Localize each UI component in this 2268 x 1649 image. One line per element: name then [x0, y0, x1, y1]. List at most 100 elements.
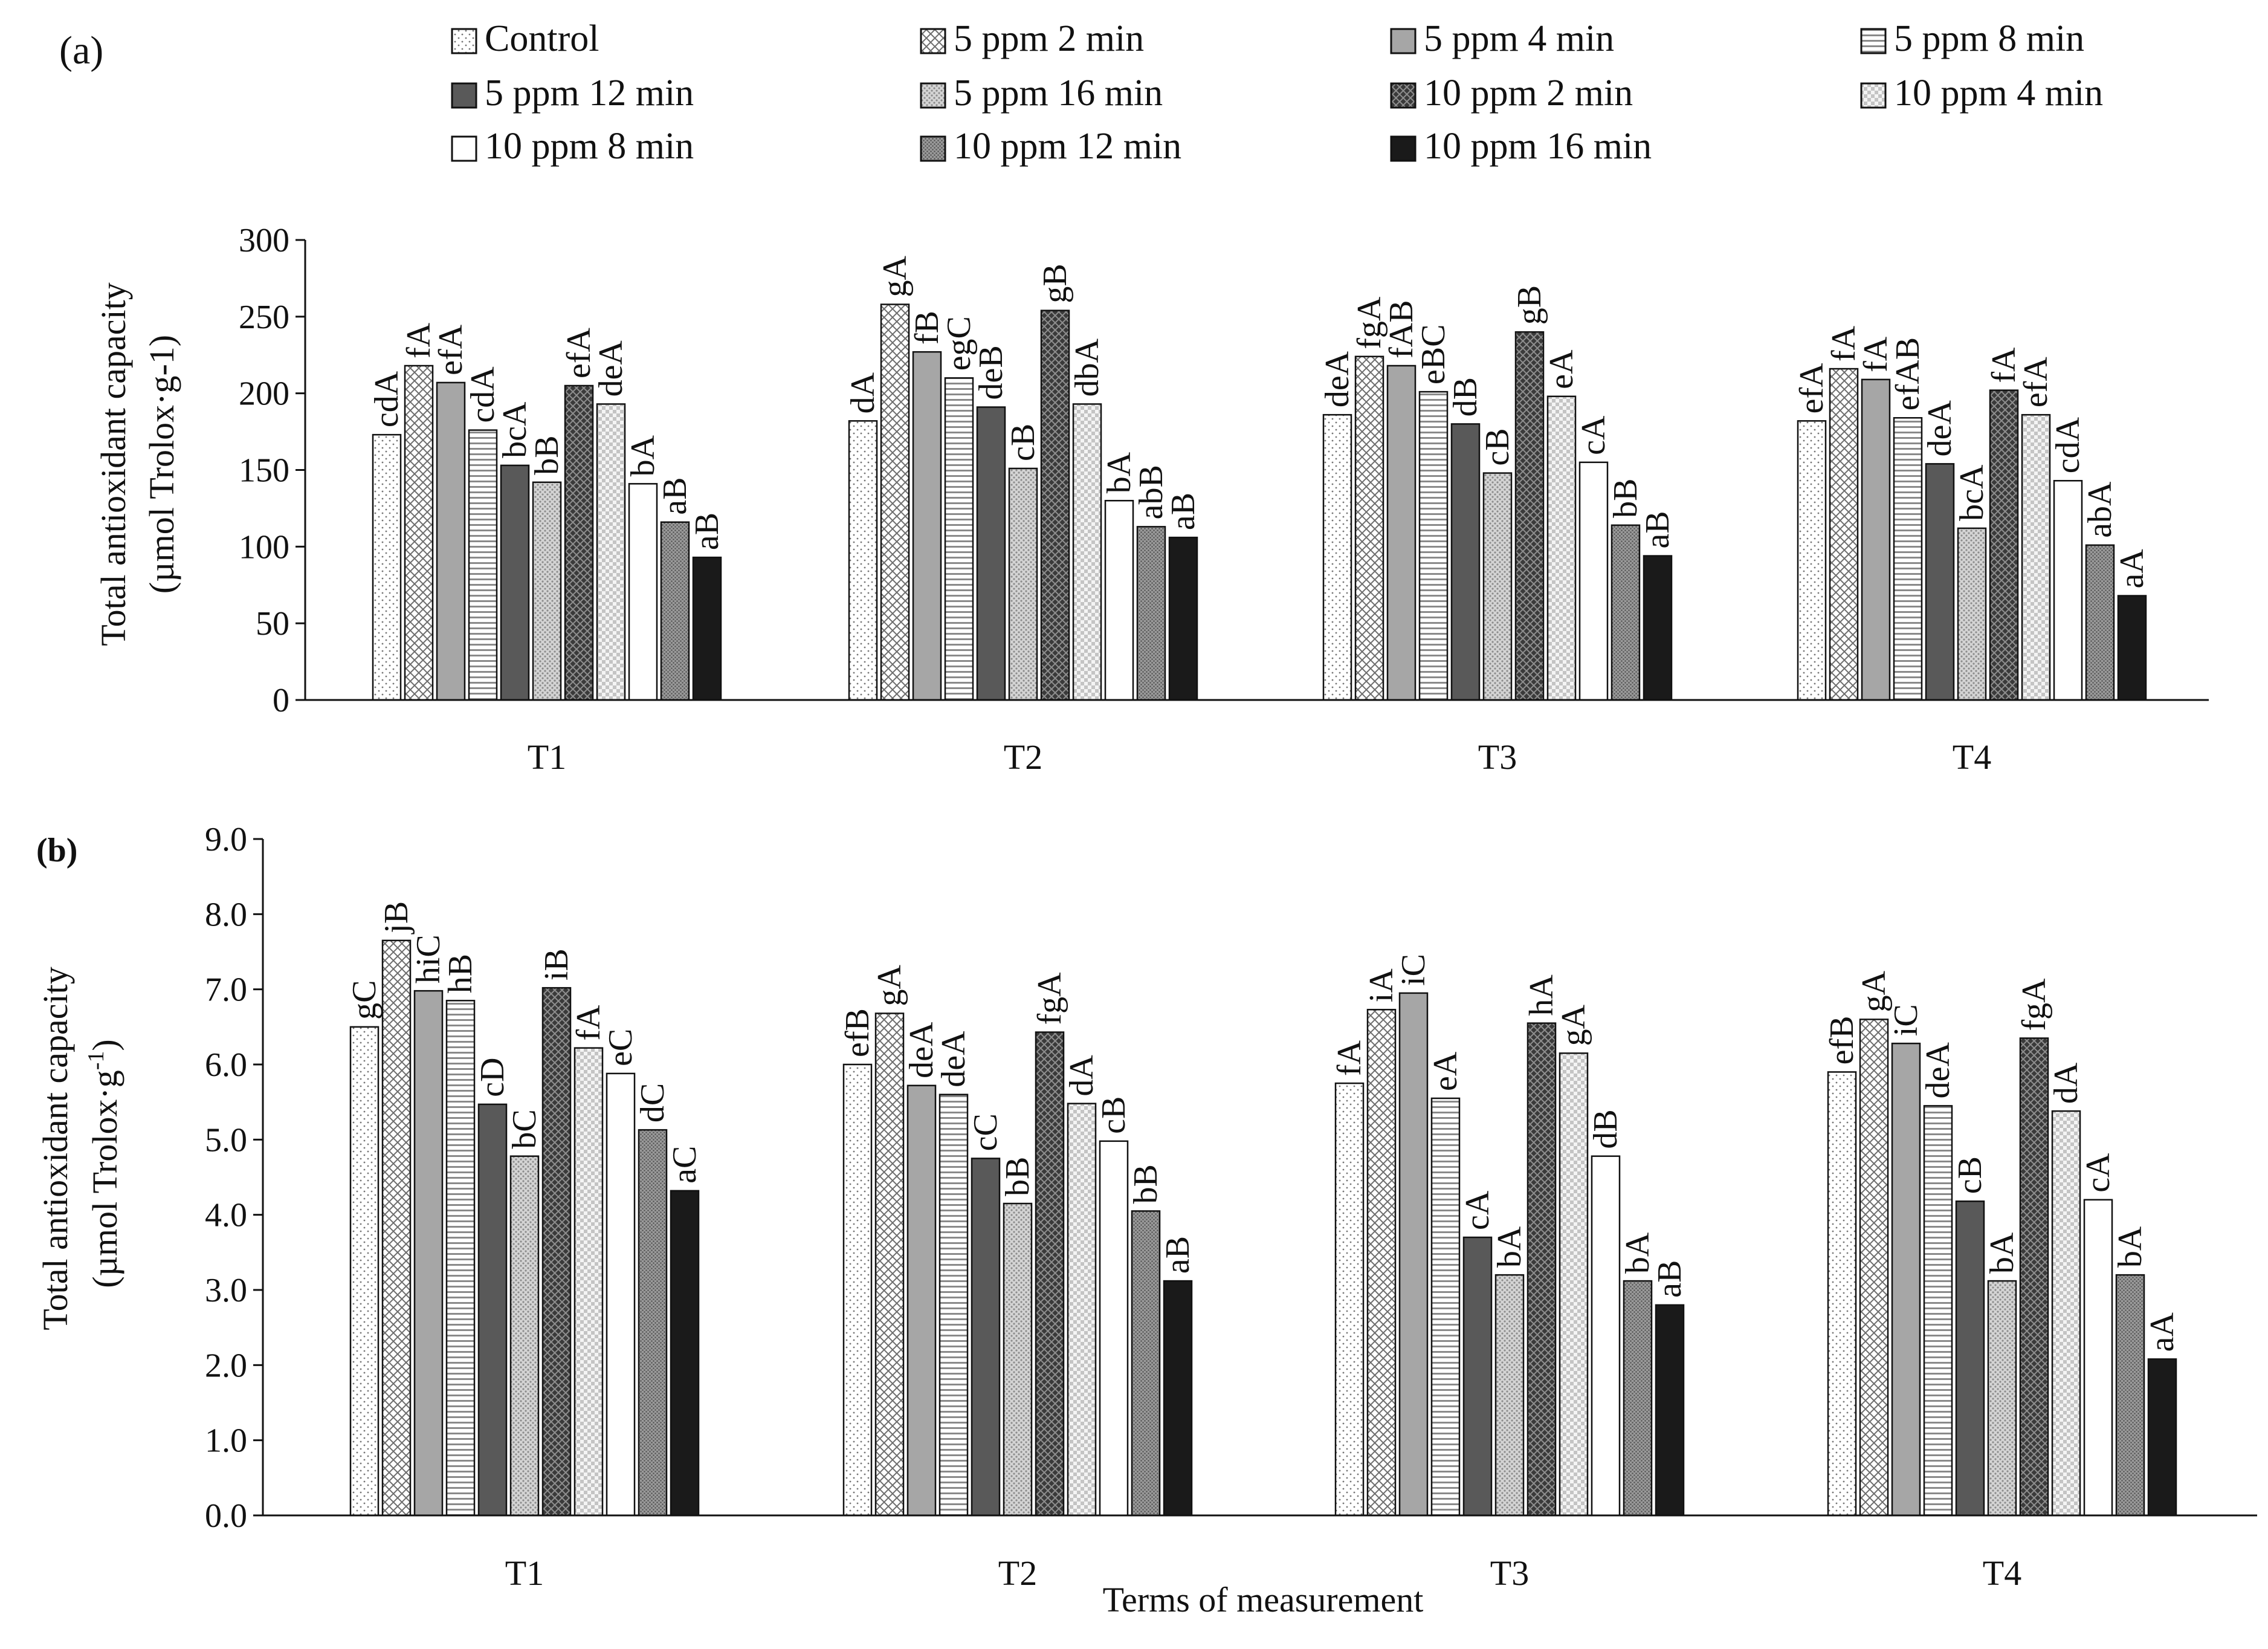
panel-b-bar: [573, 1047, 604, 1517]
panel-b-data-label: hB: [442, 954, 479, 993]
legend-label: 5 ppm 2 min: [954, 18, 1144, 59]
panel-b-bar: [1430, 1097, 1461, 1517]
panel-a-bar: [1957, 527, 1987, 701]
panel-a-data-label: efA: [1793, 363, 1830, 414]
legend-swatch: [1390, 28, 1417, 54]
panel-a-data-label: gA: [876, 256, 914, 297]
panel-a-data-label: aB: [656, 478, 694, 515]
panel-b-data-label: deA: [1919, 1042, 1957, 1099]
panel-b-y-axis-title-line1: Total antioxidant capacity: [36, 967, 75, 1330]
panel-a-y-tick-label: 300: [239, 222, 289, 259]
panel-a-bar: [1643, 555, 1673, 701]
panel-b-bar: [1559, 1052, 1589, 1517]
panel-a-data-label: eA: [1543, 349, 1580, 389]
panel-b-bar: [638, 1129, 668, 1517]
panel-b-data-label: fgA: [1031, 972, 1068, 1025]
panel-b-data-label: aA: [2144, 1312, 2181, 1352]
panel-a-bar: [1989, 389, 2019, 701]
panel-a-data-label: cdA: [368, 371, 405, 427]
panel-a-data-label: deA: [592, 340, 630, 397]
panel-b-data-label: eC: [602, 1029, 639, 1066]
panel-a-plot-area: 050100150200250300cdAfAefAcdAbcAbBefAdeA…: [239, 222, 2209, 777]
panel-b-data-label: cA: [2079, 1153, 2117, 1193]
panel-a-data-label: fAB: [1383, 300, 1420, 358]
panel-a-x-tick-label: T3: [1478, 737, 1517, 777]
panel-b-bar: [1891, 1042, 1921, 1517]
panel-b-label: (b): [36, 832, 77, 869]
panel-b-x-tick-label: T2: [998, 1553, 1037, 1593]
panel-b-data-label: dA: [2047, 1062, 2085, 1104]
panel-b-y-tick-label: 2.0: [205, 1347, 247, 1384]
panel-a-data-label: gB: [1511, 285, 1548, 325]
panel-a-data-label: fA: [1825, 325, 1863, 361]
panel-a-data-label: deA: [1319, 351, 1356, 407]
panel-b-data-label: efB: [839, 1008, 876, 1057]
panel-a-data-label: deB: [972, 345, 1010, 400]
panel-b-data-label: iC: [1395, 954, 1432, 986]
panel-a-bar: [1611, 524, 1641, 701]
panel-b-data-label: cA: [1459, 1190, 1496, 1230]
panel-a-data-label: efAB: [1889, 337, 1927, 410]
panel-a-data-label: cB: [1479, 428, 1516, 465]
panel-b-bar: [1987, 1280, 2017, 1517]
panel-a-data-label: eBC: [1415, 325, 1452, 385]
panel-a-data-label: egC: [940, 316, 978, 371]
panel-a-bar: [532, 481, 562, 701]
panel-a-bar: [1386, 364, 1417, 701]
panel-b-y-tick-label: 4.0: [205, 1197, 247, 1234]
panel-a-label: (a): [59, 28, 103, 73]
panel-b-data-label: gA: [1855, 970, 1893, 1012]
panel-b-data-label: cC: [967, 1113, 1004, 1151]
panel-a-y-axis-title: Total antioxidant capacity (µmol Trolox·…: [94, 282, 181, 646]
legend-swatch: [451, 135, 477, 162]
panel-a-data-label: bcA: [496, 401, 534, 458]
panel-a-bar: [1925, 463, 1955, 701]
panel-b-bar: [1591, 1155, 1621, 1517]
panel-b-y-tick-label: 9.0: [205, 821, 247, 858]
panel-a-bar: [2021, 413, 2051, 701]
panel-a-y-axis-title-line1: Total antioxidant capacity: [94, 282, 133, 646]
legend-label: 5 ppm 8 min: [1894, 18, 2084, 59]
panel-b-y-axis-title-line2: (µmol Trolox·g-1): [83, 1039, 124, 1288]
panel-a-bar: [372, 433, 402, 701]
legend-label: 10 ppm 12 min: [954, 126, 1181, 167]
panel-a-bar: [1322, 413, 1352, 701]
panel-a-bar: [1893, 417, 1923, 701]
panel-a-bar: [1514, 331, 1545, 701]
panel-b-x-axis-title: Terms of measurement: [1103, 1580, 1424, 1619]
panel-b-bar: [939, 1093, 969, 1517]
legend-label: 5 ppm 16 min: [954, 73, 1163, 114]
panel-a-x-tick-label: T4: [1953, 737, 1991, 777]
panel-b-bar: [1131, 1210, 1161, 1517]
panel-b-data-label: cB: [1951, 1156, 1989, 1194]
panel-b-bar: [1923, 1105, 1953, 1517]
panel-b-bar: [1003, 1202, 1033, 1517]
panel-a-y-tick-label: 50: [256, 605, 289, 643]
panel-b-data-label: fA: [570, 1005, 607, 1041]
panel-b-bar: [2019, 1037, 2049, 1517]
panel-b-bar: [1035, 1031, 1065, 1517]
panel-b-data-label: fA: [1331, 1040, 1368, 1076]
panel-b-x-tick-label: T3: [1490, 1553, 1529, 1593]
panel-b-data-label: iC: [1887, 1004, 1925, 1036]
panel-a-bar: [628, 483, 658, 701]
panel-b-data-label: gA: [1555, 1004, 1592, 1046]
panel-a-y-tick-label: 100: [239, 528, 289, 566]
panel-a-data-label: fgA: [1351, 296, 1388, 349]
panel-a-data-label: bA: [1100, 452, 1138, 493]
panel-b-bar: [1859, 1019, 1889, 1517]
panel-a-data-label: cdA: [2049, 416, 2087, 473]
legend-swatch: [920, 28, 946, 54]
panel-b-bar: [874, 1012, 905, 1517]
panel-a-bar: [912, 351, 942, 701]
panel-a-y-tick-label: 250: [239, 299, 289, 336]
panel-b-bar: [381, 939, 412, 1517]
panel-a-bar: [1546, 395, 1577, 701]
panel-a-bar: [468, 429, 498, 701]
panel-b-bar: [906, 1084, 937, 1517]
panel-b-x-tick-label: T4: [1983, 1553, 2021, 1593]
panel-b-bar: [1527, 1022, 1557, 1517]
panel-b-bar: [1099, 1140, 1129, 1517]
panel-b-data-label: gC: [346, 980, 383, 1019]
